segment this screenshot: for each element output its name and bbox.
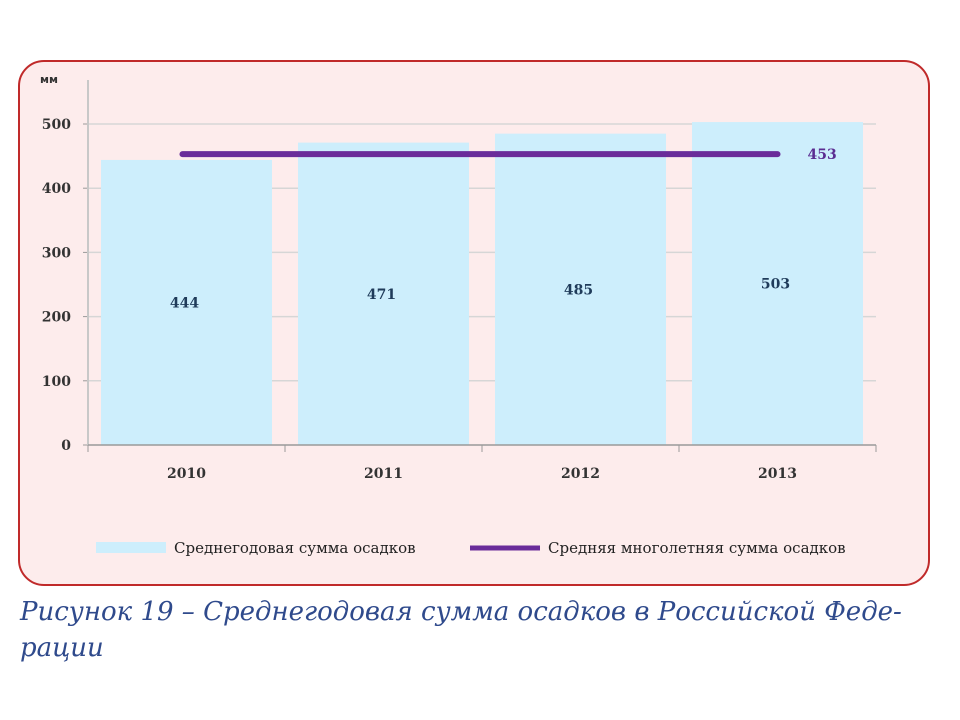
x-tick-label: 2011 [364, 466, 403, 482]
legend-label-bars: Среднегодовая сумма осадков [174, 539, 416, 557]
y-tick-label: 500 [42, 117, 71, 133]
bar-2012 [495, 133, 666, 445]
bar-2011 [298, 142, 469, 446]
y-unit-label: мм [40, 73, 58, 86]
x-tick-label: 2010 [167, 466, 206, 482]
legend-swatch-bars [96, 542, 166, 553]
y-tick-label: 0 [61, 438, 71, 454]
legend-label-line: Средняя многолетняя сумма осадков [548, 539, 846, 557]
bar-2010 [101, 159, 272, 445]
axes [83, 80, 877, 452]
bar-data-label: 485 [564, 282, 593, 298]
bars [101, 122, 863, 446]
y-tick-label: 100 [42, 374, 71, 390]
x-tick-label: 2012 [561, 466, 600, 482]
bar-data-label: 471 [367, 287, 396, 303]
precipitation-chart: мм 0 100 200 300 400 500 2010 444 2011 471 2012 485… [40, 73, 877, 557]
average-line-label: 453 [808, 147, 837, 163]
y-tick-label: 200 [42, 310, 71, 326]
labels: 0 100 200 300 400 500 2010 444 2011 471 2012 485 201… [42, 117, 837, 482]
x-tick-label: 2013 [758, 466, 797, 482]
legend: Среднегодовая сумма осадков Средняя мног… [96, 539, 846, 557]
bar-data-label: 503 [761, 277, 790, 293]
figure-caption: Рисунок 19 – Среднегодовая сумма осадков… [20, 597, 902, 663]
y-tick-label: 400 [42, 181, 71, 197]
bar-2013 [692, 122, 863, 445]
y-tick-label: 300 [42, 245, 71, 261]
bar-data-label: 444 [170, 295, 199, 311]
